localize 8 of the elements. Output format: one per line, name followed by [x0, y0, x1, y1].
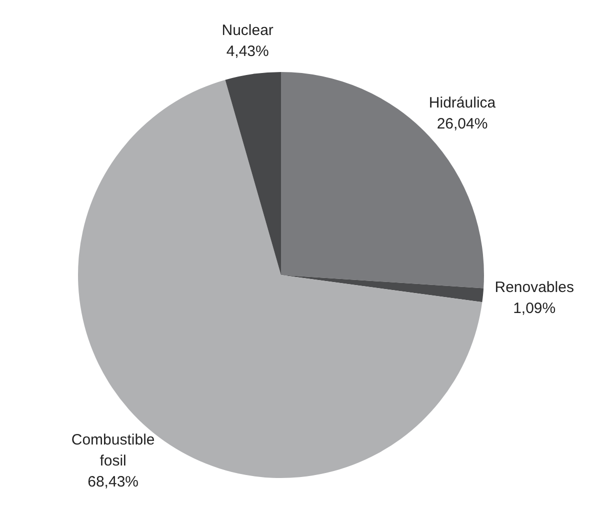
slice-label: Combustible fosil [71, 432, 155, 470]
data-label: 4,43% [226, 42, 269, 60]
data-label: 26,04% [436, 115, 488, 132]
slice-label: Renovables [494, 279, 574, 296]
data-label: 68,43% [88, 474, 138, 491]
slice-label: Nuclear [222, 22, 274, 39]
data-label: 1,09% [513, 300, 556, 318]
slice-label: Hidráulica [428, 94, 496, 112]
